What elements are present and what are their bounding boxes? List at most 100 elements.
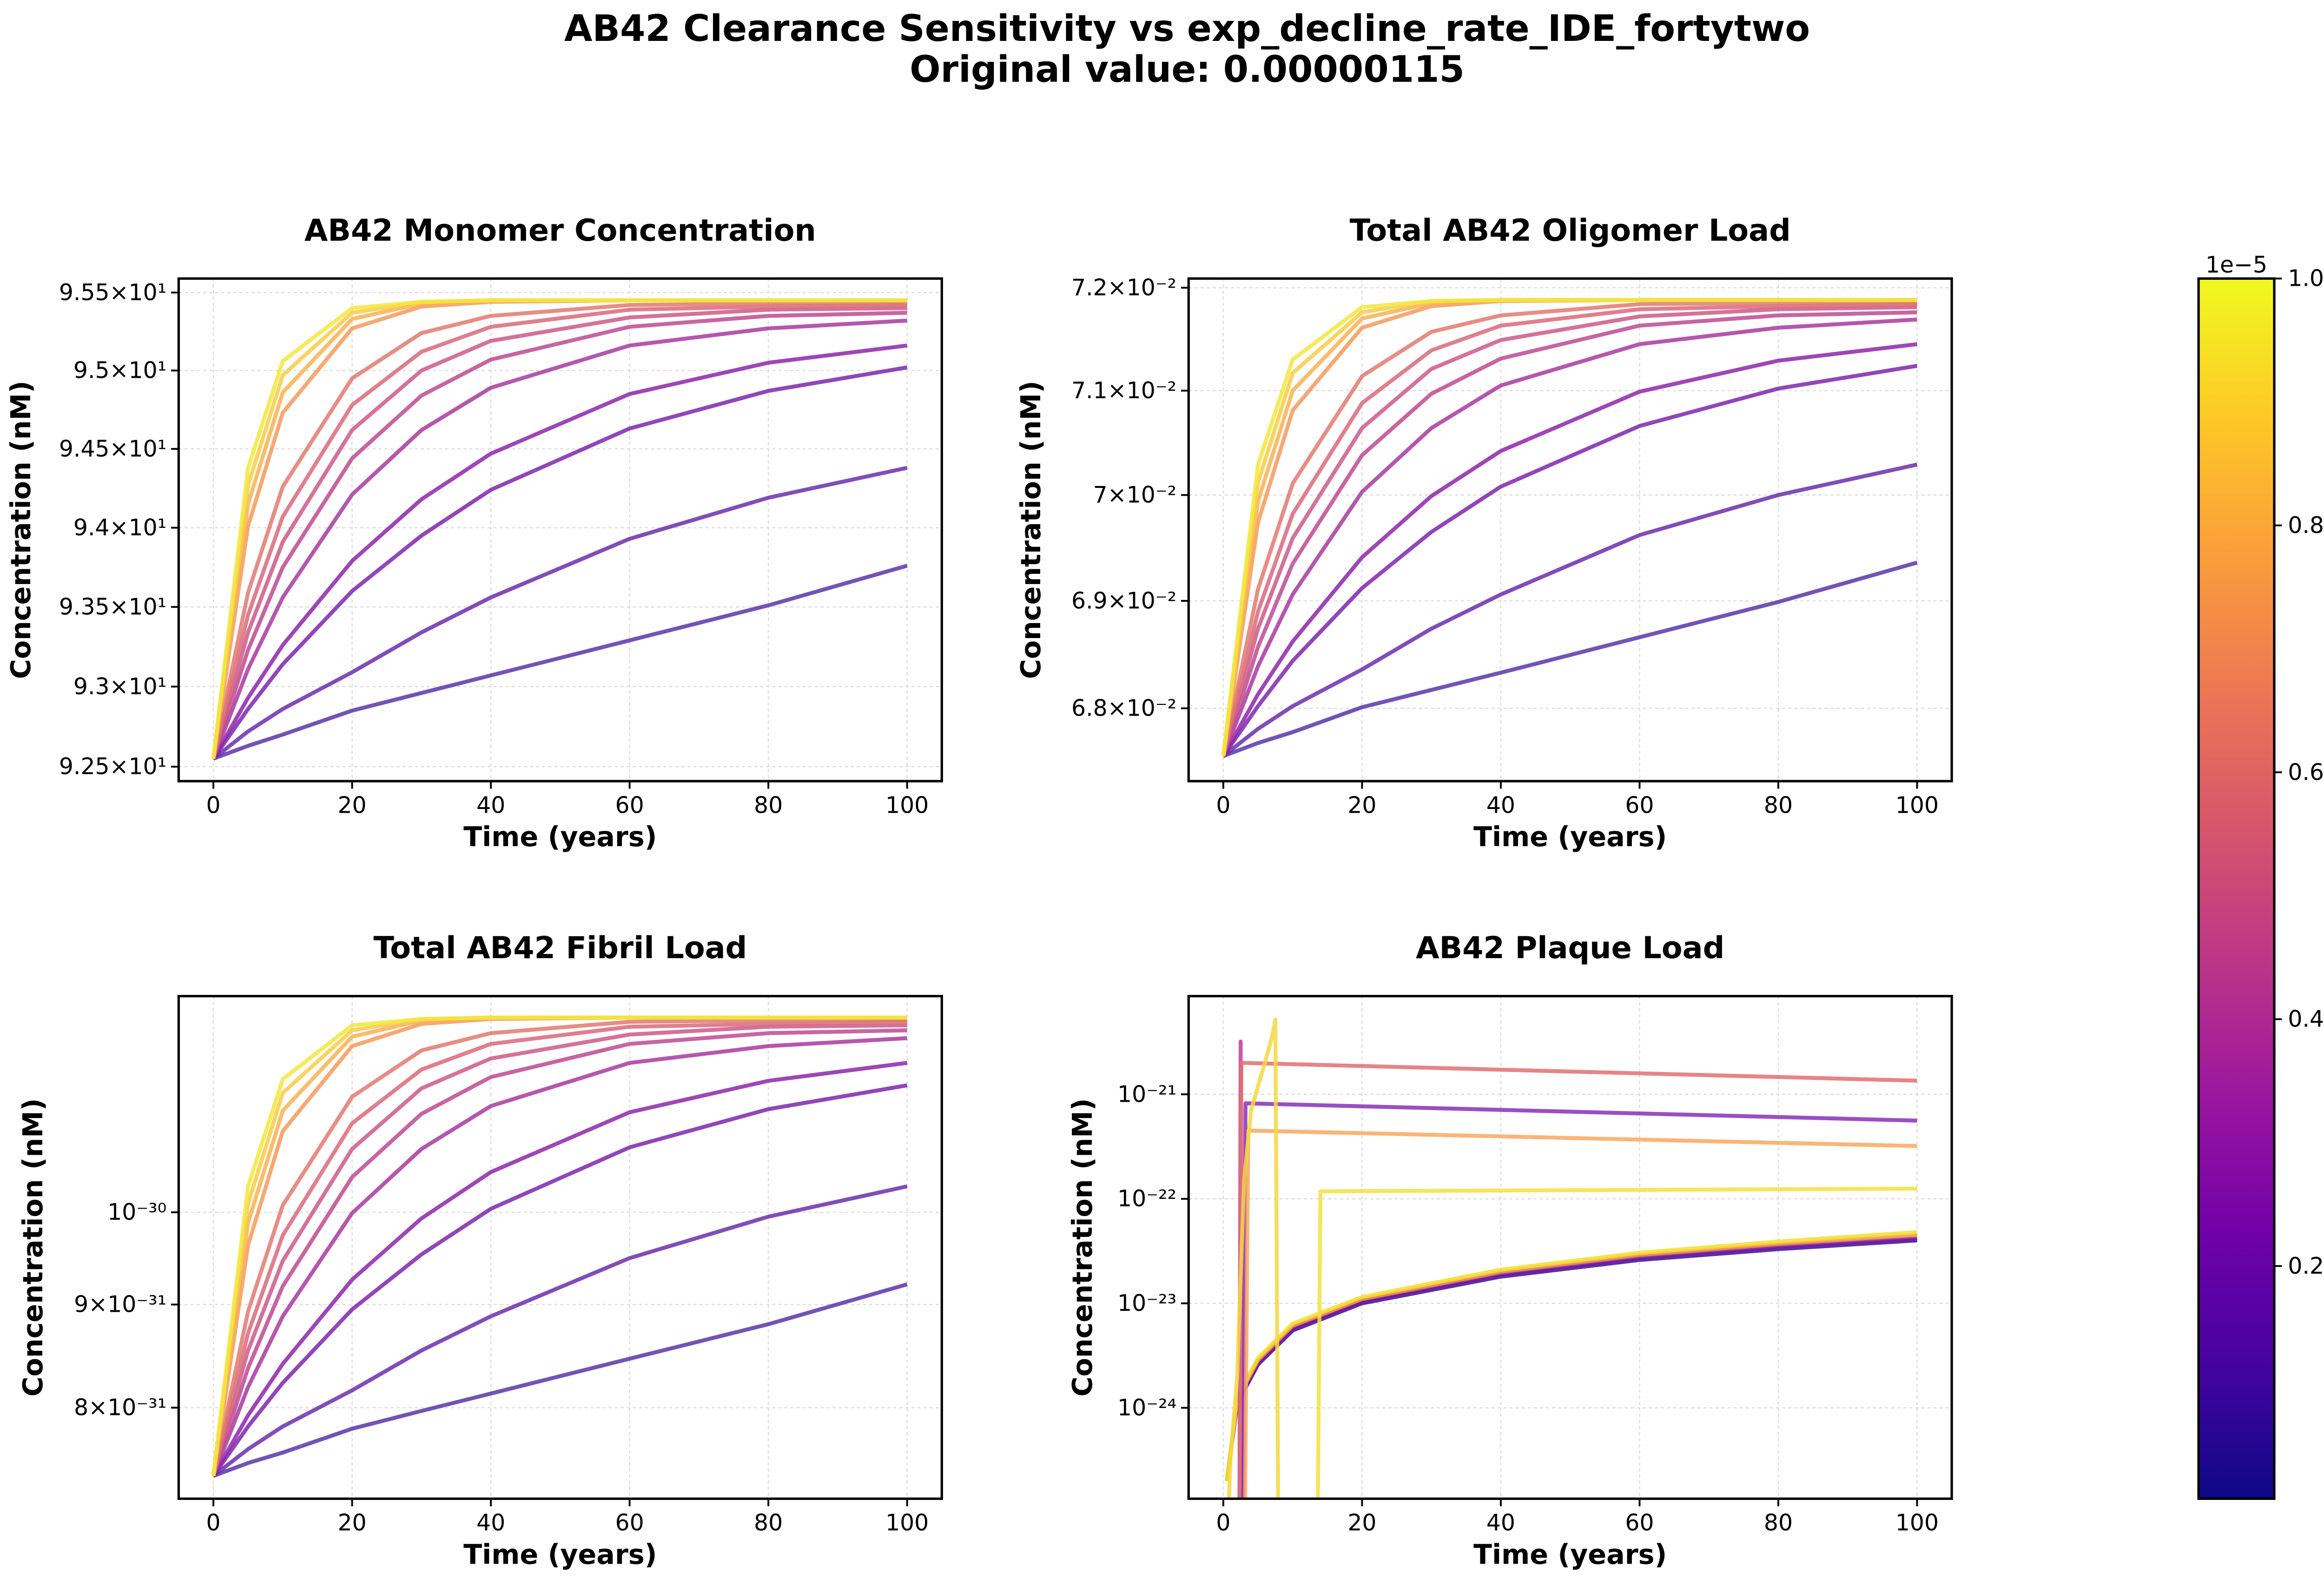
data-line: [211, 318, 907, 760]
y-tick-label: 6.8×10⁻²: [1071, 695, 1176, 722]
data-line: [211, 1015, 907, 1476]
x-tick-label: 60: [1625, 792, 1654, 818]
colorbar-tick-label: 0.6: [2288, 759, 2324, 785]
figure-title: AB42 Clearance Sensitivity vs exp_declin…: [564, 7, 1810, 50]
y-tick-label: 9.5×10¹: [73, 357, 166, 384]
data-line: [1221, 317, 1917, 757]
data-line: [1222, 560, 1918, 758]
colorbar-tick-label: 0.4: [2288, 1006, 2324, 1033]
subplot-title: Total AB42 Oligomer Load: [1350, 213, 1791, 248]
data-line: [1225, 1238, 1917, 1481]
x-tick-label: 80: [1764, 792, 1793, 818]
x-axis-label: Time (years): [1473, 821, 1667, 853]
y-tick-label: 8×10⁻³¹: [74, 1394, 166, 1421]
subplot: 0 20 40 60 80 100 8×10⁻³¹ 9×10⁻³¹ 10⁻³⁰ Total AB4…: [17, 931, 943, 1570]
data-line: [1227, 1017, 1281, 1499]
y-tick-label: 7.1×10⁻²: [1071, 377, 1176, 404]
colorbar-tick-label: 0.2: [2288, 1253, 2324, 1279]
x-axis-label: Time (years): [463, 821, 657, 853]
colorbar-tick-label: 1.0: [2288, 265, 2324, 292]
data-line: [211, 1018, 907, 1477]
data-line: [1221, 342, 1917, 757]
data-line: [211, 298, 907, 759]
x-tick-label: 40: [476, 1510, 505, 1536]
y-axis-label: Concentration (nM): [17, 1098, 49, 1396]
x-tick-label: 40: [1486, 1510, 1515, 1536]
colorbar-frame: [2197, 277, 2276, 1500]
data-line: [1316, 1186, 1917, 1499]
x-axis-label: Time (years): [1473, 1539, 1667, 1570]
x-tick-label: 20: [337, 792, 366, 818]
x-tick-label: 60: [615, 1510, 644, 1536]
data-line: [211, 306, 907, 759]
subplot-title: Total AB42 Fibril Load: [373, 931, 747, 966]
data-line: [211, 365, 908, 760]
x-axis-label: Time (years): [463, 1539, 657, 1570]
data-line: [211, 1083, 908, 1477]
axes-frame: [177, 277, 943, 783]
x-tick-label: 0: [1216, 792, 1230, 818]
data-line: [1241, 1101, 1917, 1499]
plot-area: [1225, 1017, 1917, 1499]
subplot: 0 20 40 60 80 100 10⁻²⁴ 10⁻²³ 10⁻²² 10⁻²¹ AB42 Pla…: [1067, 931, 1953, 1570]
data-line: [1221, 364, 1918, 757]
colorbar-offset: 1e−5: [2205, 251, 2267, 278]
data-line: [1221, 298, 1917, 756]
data-line: [212, 1184, 908, 1478]
subplot: 0 20 40 60 80 100 6.8×10⁻² 6.9×10⁻² 7×10⁻² 7.1×10…: [1015, 213, 1953, 853]
subplot: 0 20 40 60 80 100 9.25×10¹ 9.3×10¹ 9.35×10¹ 9.4×1…: [5, 213, 943, 853]
plot-area: [211, 1015, 908, 1478]
data-line: [211, 1019, 907, 1477]
x-tick-label: 80: [1764, 1510, 1793, 1536]
x-tick-label: 60: [1625, 1510, 1654, 1536]
x-tick-label: 60: [615, 792, 644, 818]
y-tick-label: 7.2×10⁻²: [1071, 275, 1176, 301]
colorbar-tick-label: 0.8: [2288, 512, 2324, 539]
subplot-title: AB42 Monomer Concentration: [304, 213, 816, 248]
y-tick-label: 10⁻²⁴: [1117, 1394, 1176, 1421]
data-line: [211, 1036, 907, 1477]
y-tick-label: 10⁻²¹: [1117, 1081, 1176, 1107]
x-tick-label: 100: [885, 1510, 929, 1536]
data-line: [1225, 1233, 1917, 1481]
data-line: [1221, 310, 1917, 757]
y-tick-label: 10⁻²³: [1117, 1290, 1176, 1316]
y-tick-label: 9×10⁻³¹: [74, 1291, 166, 1318]
x-tick-label: 40: [1486, 792, 1515, 818]
x-tick-label: 80: [754, 792, 783, 818]
axes-frame: [177, 995, 943, 1500]
y-tick-label: 9.55×10¹: [59, 279, 166, 306]
data-line: [211, 301, 907, 759]
subplot-title: AB42 Plaque Load: [1416, 931, 1724, 966]
figure-subtitle: Original value: 0.00000115: [910, 48, 1465, 91]
data-line: [212, 1282, 908, 1478]
x-tick-label: 0: [1216, 1510, 1230, 1536]
x-tick-label: 20: [1347, 1510, 1376, 1536]
plot-area: [1221, 298, 1918, 758]
y-axis-label: Concentration (nM): [5, 381, 37, 679]
data-line: [211, 310, 907, 759]
y-tick-label: 6.9×10⁻²: [1071, 587, 1176, 614]
x-tick-label: 20: [1347, 792, 1376, 818]
data-line: [211, 1061, 908, 1477]
x-tick-label: 100: [1895, 1510, 1939, 1536]
x-tick-label: 40: [476, 792, 505, 818]
data-line: [1243, 1128, 1917, 1499]
y-tick-label: 9.45×10¹: [59, 435, 166, 462]
data-line: [211, 343, 908, 760]
y-axis-label: Concentration (nM): [1015, 381, 1047, 679]
data-line: [1221, 301, 1917, 756]
y-tick-label: 9.35×10¹: [59, 593, 166, 620]
data-line: [1225, 1236, 1917, 1481]
data-line: [212, 466, 908, 760]
y-tick-label: 9.25×10¹: [59, 753, 166, 780]
y-axis-label: Concentration (nM): [1067, 1098, 1098, 1396]
data-line: [1238, 1061, 1917, 1499]
data-line: [211, 303, 907, 759]
y-tick-label: 9.3×10¹: [73, 673, 166, 700]
axes-frame: [1187, 277, 1953, 783]
plot-area: [211, 298, 908, 761]
data-line: [1221, 305, 1917, 757]
